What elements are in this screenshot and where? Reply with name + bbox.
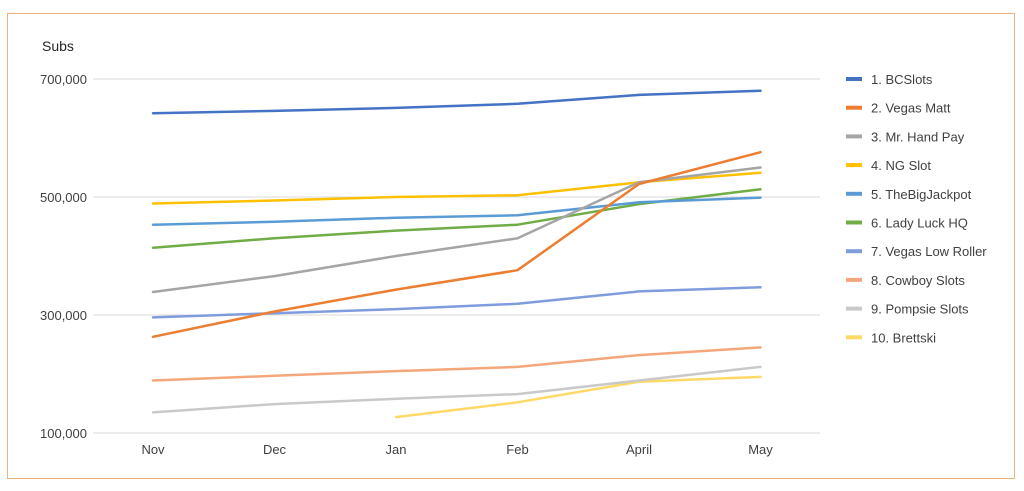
legend-item: 8. Cowboy Slots (846, 273, 965, 288)
legend-label: 1. BCSlots (871, 72, 933, 87)
x-tick-label: Dec (263, 442, 287, 457)
legend-label: 2. Vegas Matt (871, 101, 951, 116)
x-tick-label: Jan (386, 442, 407, 457)
legend: 1. BCSlots 2. Vegas Matt 3. Mr. Hand Pay 4.… (846, 72, 987, 345)
series-line (151, 286, 762, 319)
x-tick-labels: Nov Dec Jan Feb April May (141, 442, 773, 457)
legend-item: 1. BCSlots (846, 72, 933, 87)
legend-label: 8. Cowboy Slots (871, 273, 965, 288)
legend-item: 2. Vegas Matt (846, 101, 951, 116)
legend-item: 7. Vegas Low Roller (846, 244, 987, 259)
y-tick-labels: 100,000 300,000 500,000 700,000 (40, 72, 87, 441)
x-tick-label: Feb (506, 442, 528, 457)
legend-item: 9. Pompsie Slots (846, 302, 969, 317)
y-tick-label: 700,000 (40, 72, 87, 87)
series-lines (151, 89, 762, 419)
legend-item: 4. NG Slot (846, 158, 931, 173)
legend-label: 10. Brettski (871, 330, 936, 345)
legend-item: 10. Brettski (846, 330, 936, 345)
series-line (394, 375, 762, 419)
legend-label: 6. Lady Luck HQ (871, 216, 968, 231)
series-line (151, 365, 762, 414)
y-tick-label: 100,000 (40, 426, 87, 441)
x-tick-label: April (626, 442, 652, 457)
legend-item: 6. Lady Luck HQ (846, 216, 968, 231)
legend-label: 9. Pompsie Slots (871, 302, 969, 317)
legend-label: 4. NG Slot (871, 158, 931, 173)
legend-label: 5. TheBigJackpot (871, 187, 972, 202)
series-line (151, 346, 762, 382)
series-line (151, 196, 762, 226)
legend-item: 5. TheBigJackpot (846, 187, 972, 202)
y-tick-label: 500,000 (40, 190, 87, 205)
series-line (151, 188, 762, 249)
x-tick-label: Nov (141, 442, 165, 457)
legend-label: 3. Mr. Hand Pay (871, 129, 965, 144)
y-tick-label: 300,000 (40, 308, 87, 323)
x-tick-label: May (748, 442, 773, 457)
series-line (151, 150, 762, 339)
series-line (151, 166, 762, 294)
legend-item: 3. Mr. Hand Pay (846, 129, 965, 144)
legend-label: 7. Vegas Low Roller (871, 244, 987, 259)
y-axis-label: Subs (42, 38, 74, 54)
series-line (151, 89, 762, 115)
